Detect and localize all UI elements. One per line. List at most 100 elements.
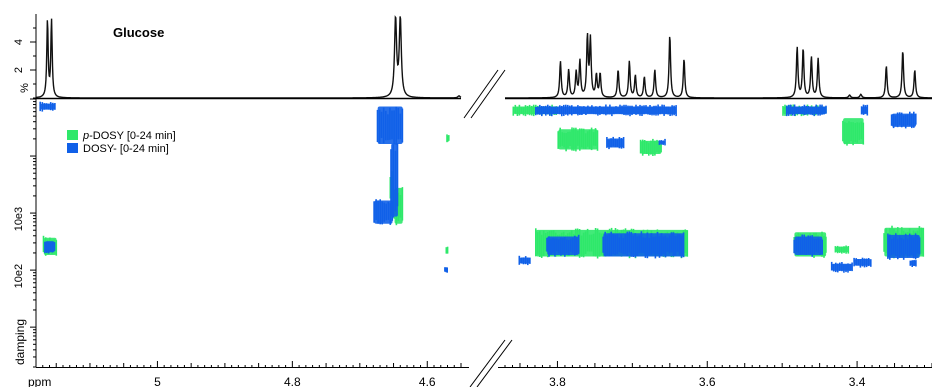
dosy-contour-stroke <box>527 257 529 266</box>
dosy-contour-stroke <box>540 234 543 258</box>
spectrum-y-tick-label: 4 <box>13 39 25 45</box>
dosy-contour-stroke <box>661 104 663 114</box>
dosy-contour-stroke <box>834 246 837 253</box>
dosy-contour-stroke <box>616 139 619 148</box>
dosy-contour-stroke <box>537 107 539 115</box>
dosy-contour-stroke <box>577 130 579 146</box>
dosy-contour-stroke <box>906 114 909 126</box>
legend: p-DOSY [0-24 min] DOSY- [0-24 min] <box>67 130 176 155</box>
dosy-contour-stroke <box>535 228 537 257</box>
dosy-contour-stroke <box>574 235 576 256</box>
dosy-contour-stroke <box>634 233 637 258</box>
dosy-contour-stroke <box>588 234 591 252</box>
dosy-contour-stroke <box>809 106 812 115</box>
dosy-contour-stroke <box>856 122 858 143</box>
dosy-contour-stroke <box>600 233 603 255</box>
dosy-contour-stroke <box>807 106 810 115</box>
dosy-contour-stroke <box>606 137 608 148</box>
dosy-contour-stroke <box>922 227 925 257</box>
dosy-contour-stroke <box>906 238 909 256</box>
dosy-contour-stroke <box>813 238 815 254</box>
dosy-contour-stroke <box>898 112 901 126</box>
dosy-contour-stroke <box>559 105 561 115</box>
dosy-contour-stroke <box>595 106 597 115</box>
dosy-contour-stroke <box>847 263 849 273</box>
dosy-contour-stroke <box>846 122 848 146</box>
legend-swatch-p-dosy <box>67 130 78 140</box>
dosy-contour-stroke <box>789 104 792 115</box>
dosy-contour-stroke <box>587 105 589 114</box>
dosy-contour-stroke <box>590 127 593 151</box>
dosy-contour-stroke <box>573 127 575 151</box>
dosy-contour-stroke <box>444 267 446 272</box>
dosy-contour-stroke <box>823 235 825 258</box>
dosy-contour-stroke <box>518 104 521 116</box>
dosy-contour-stroke <box>669 107 671 116</box>
dosy-contour-stroke <box>42 235 45 253</box>
dosy-contour-stroke <box>660 140 662 145</box>
dosy-contour-stroke <box>641 105 643 116</box>
dosy-contour-stroke <box>642 237 645 254</box>
dosy-contour-stroke <box>784 104 786 116</box>
dosy-contour-stroke <box>641 139 644 156</box>
dosy-peak <box>546 234 580 257</box>
dosy-contour-stroke <box>588 129 591 149</box>
dosy-contour-stroke <box>850 122 852 142</box>
dosy-contour-stroke <box>918 237 921 255</box>
dosy-contour-stroke <box>604 231 606 257</box>
dosy-contour-stroke <box>537 232 539 255</box>
dosy-contour-stroke <box>563 132 565 148</box>
dosy-contour-stroke <box>389 107 391 140</box>
dosy-contour-stroke <box>376 109 379 142</box>
dosy-y-tick-label: 10e2 <box>13 264 25 288</box>
dosy-contour-stroke <box>589 106 591 114</box>
dosy-contour-stroke <box>797 107 800 114</box>
dosy-contour-stroke <box>801 106 804 115</box>
dosy-peak <box>557 127 599 152</box>
dosy-contour-stroke <box>575 106 577 114</box>
dosy-contour-stroke <box>581 128 583 148</box>
dosy-contour-stroke <box>577 105 579 116</box>
dosy-contour-stroke <box>47 242 50 254</box>
spectrum-ylabel: % <box>19 83 31 93</box>
dosy-contour-stroke <box>916 235 919 254</box>
dosy-contour-stroke <box>855 258 857 266</box>
x-ticks: 5 4.8 4.6 3.8 3.6 3.4 <box>35 361 932 387</box>
dosy-contour-stroke <box>377 200 379 224</box>
dosy-contour-stroke <box>902 115 905 126</box>
dosy-contour-stroke <box>607 106 609 115</box>
dosy-contour-stroke <box>628 231 631 253</box>
dosy-contour-stroke <box>819 239 821 255</box>
dosy-contour-stroke <box>375 199 377 220</box>
dosy-contour-stroke <box>915 113 917 125</box>
dosy-contour-stroke <box>658 140 661 145</box>
dosy-contour-stroke <box>885 228 887 253</box>
dosy-contour-stroke <box>548 236 550 257</box>
dosy-contour-stroke <box>668 235 671 254</box>
dosy-contour-stroke <box>586 131 589 147</box>
x-axis: 5 4.8 4.6 3.8 3.6 3.4 ppm <box>28 361 932 387</box>
dosy-contour-stroke <box>854 123 856 143</box>
dosy-contour-stroke <box>582 128 585 149</box>
dosy-contour-stroke <box>397 192 400 222</box>
dosy-contour-stroke <box>445 267 447 273</box>
dosy-contour-stroke <box>49 102 52 111</box>
dosy-contour-stroke <box>399 113 402 140</box>
dosy-peak <box>376 106 404 145</box>
dosy-contour-stroke <box>612 136 614 147</box>
dosy-contour-stroke <box>526 105 529 115</box>
dosy-contour-stroke <box>514 104 517 114</box>
dosy-peak <box>444 267 448 273</box>
dosy-contour-stroke <box>575 237 578 255</box>
dosy-contour-stroke <box>647 107 649 115</box>
dosy-contour-stroke <box>825 105 827 114</box>
dosy-contour-stroke <box>590 234 593 252</box>
dosy-contour-stroke <box>446 267 448 273</box>
dosy-contour-stroke <box>680 235 683 258</box>
dosy-peak <box>445 246 449 254</box>
dosy-contour-stroke <box>646 232 649 259</box>
dosy-contour-stroke <box>893 237 895 255</box>
dosy-contour-stroke <box>821 104 823 115</box>
dosy-contour-stroke <box>900 238 903 256</box>
